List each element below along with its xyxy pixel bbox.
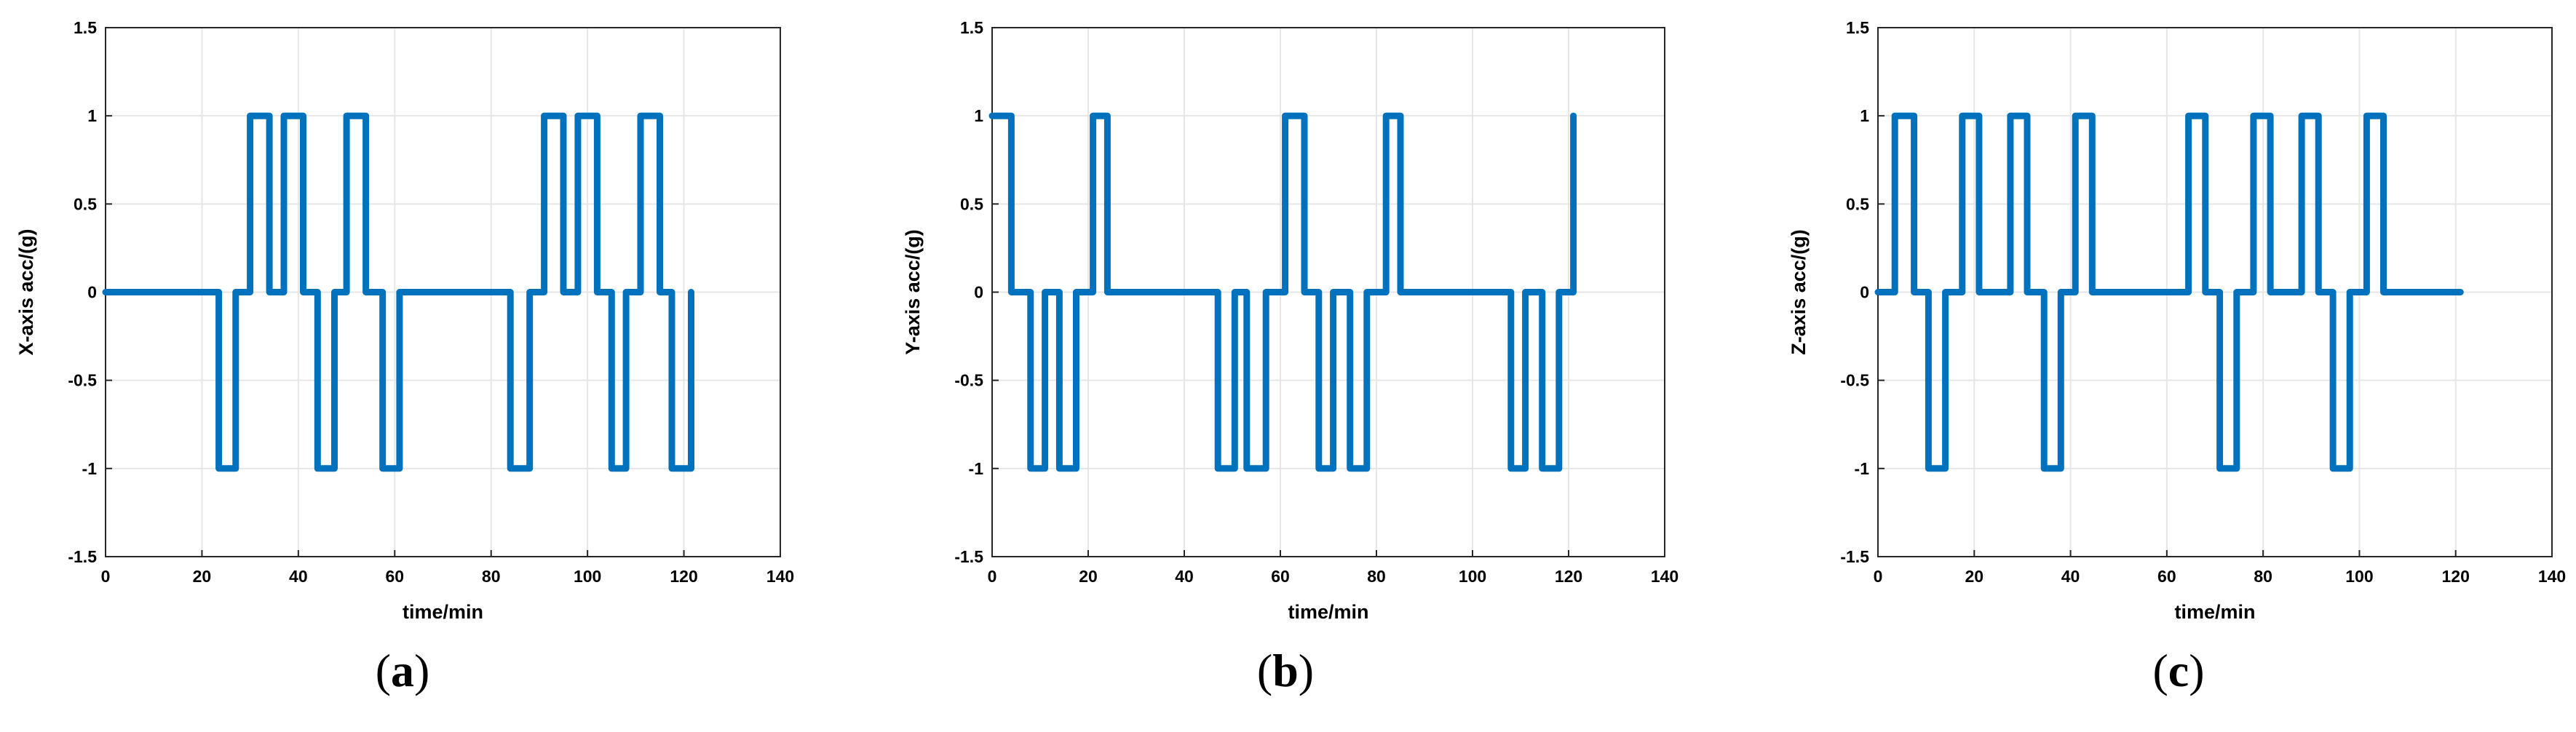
y-tick-label: 0.5 [1846, 194, 1869, 213]
x-axis-label: time/min [2174, 601, 2255, 623]
y-tick-label: 1 [1860, 106, 1869, 125]
y-tick-label: 0 [87, 283, 97, 302]
x-tick-label: 40 [2061, 567, 2080, 586]
x-tick-label: 100 [1459, 567, 1486, 586]
x-axis-label: time/min [1288, 601, 1368, 623]
x-tick-label: 0 [1874, 567, 1883, 586]
series-line [988, 112, 1577, 472]
x-tick-label: 80 [482, 567, 501, 586]
y-tick-label: 0 [1860, 283, 1869, 302]
x-tick-label: 120 [670, 567, 697, 586]
x-tick-label: 20 [193, 567, 212, 586]
x-tick-label: 80 [2254, 567, 2272, 586]
x-tick-label: 140 [1651, 567, 1679, 586]
x-tick-label: 120 [2442, 567, 2470, 586]
y-tick-label: -1 [82, 459, 98, 478]
y-tick-label: 1 [974, 106, 983, 125]
y-tick-label: 0 [974, 283, 983, 302]
series-line [102, 112, 694, 472]
x-tick-label: 40 [289, 567, 308, 586]
caption-a: (a) [375, 645, 430, 696]
chart-panel-c: 0 20 40 60 80 100 120 140 -1.5 -1 -0.5 0 0.5 1 1.5 time… [1788, 18, 2566, 623]
y-tick-label: 1 [87, 106, 97, 125]
y-tick-label: -1 [1855, 459, 1870, 478]
y-tick-label: -0.5 [68, 371, 97, 390]
x-tick-label: 40 [1175, 567, 1194, 586]
y-tick-label: 0.5 [74, 194, 97, 213]
y-tick-label: -1.5 [954, 547, 983, 566]
y-tick-label: -1.5 [1840, 547, 1869, 566]
x-tick-label: 140 [2538, 567, 2566, 586]
x-tick-label: 100 [2345, 567, 2373, 586]
y-axis-label: Y-axis acc/(g) [902, 229, 924, 355]
y-tick-label: -0.5 [1840, 371, 1869, 390]
x-tick-label: 20 [1965, 567, 1983, 586]
y-axis-label: X-axis acc/(g) [15, 228, 37, 355]
x-tick-label: 0 [988, 567, 997, 586]
y-tick-label: -1.5 [68, 547, 97, 566]
caption-b: (b) [1256, 645, 1315, 696]
x-tick-label: 60 [2157, 567, 2176, 586]
y-tick-label: 1.5 [960, 18, 983, 37]
series-line [1874, 112, 2464, 472]
x-tick-label: 120 [1555, 567, 1582, 586]
x-tick-label: 60 [385, 567, 404, 586]
y-tick-label: -0.5 [954, 371, 983, 390]
chart-panel-a: 0 20 40 60 80 100 120 140 -1.5 -1 -0.5 0 0.5 1 1.5 time… [15, 18, 794, 623]
x-tick-label: 140 [766, 567, 794, 586]
x-tick-label: 20 [1079, 567, 1098, 586]
x-axis-label: time/min [403, 601, 483, 623]
x-tick-label: 100 [574, 567, 601, 586]
y-axis-label: Z-axis acc/(g) [1788, 229, 1810, 355]
y-tick-label: 1.5 [1846, 18, 1869, 37]
x-tick-label: 80 [1367, 567, 1386, 586]
y-tick-label: 1.5 [74, 18, 97, 37]
x-tick-label: 0 [101, 567, 111, 586]
y-tick-label: -1 [969, 459, 984, 478]
x-tick-label: 60 [1271, 567, 1290, 586]
y-tick-label: 0.5 [960, 194, 983, 213]
caption-c: (c) [2152, 645, 2205, 696]
chart-panel-b: 0 20 40 60 80 100 120 140 -1.5 -1 -0.5 0 0.5 1 1.5 time… [902, 18, 1679, 623]
